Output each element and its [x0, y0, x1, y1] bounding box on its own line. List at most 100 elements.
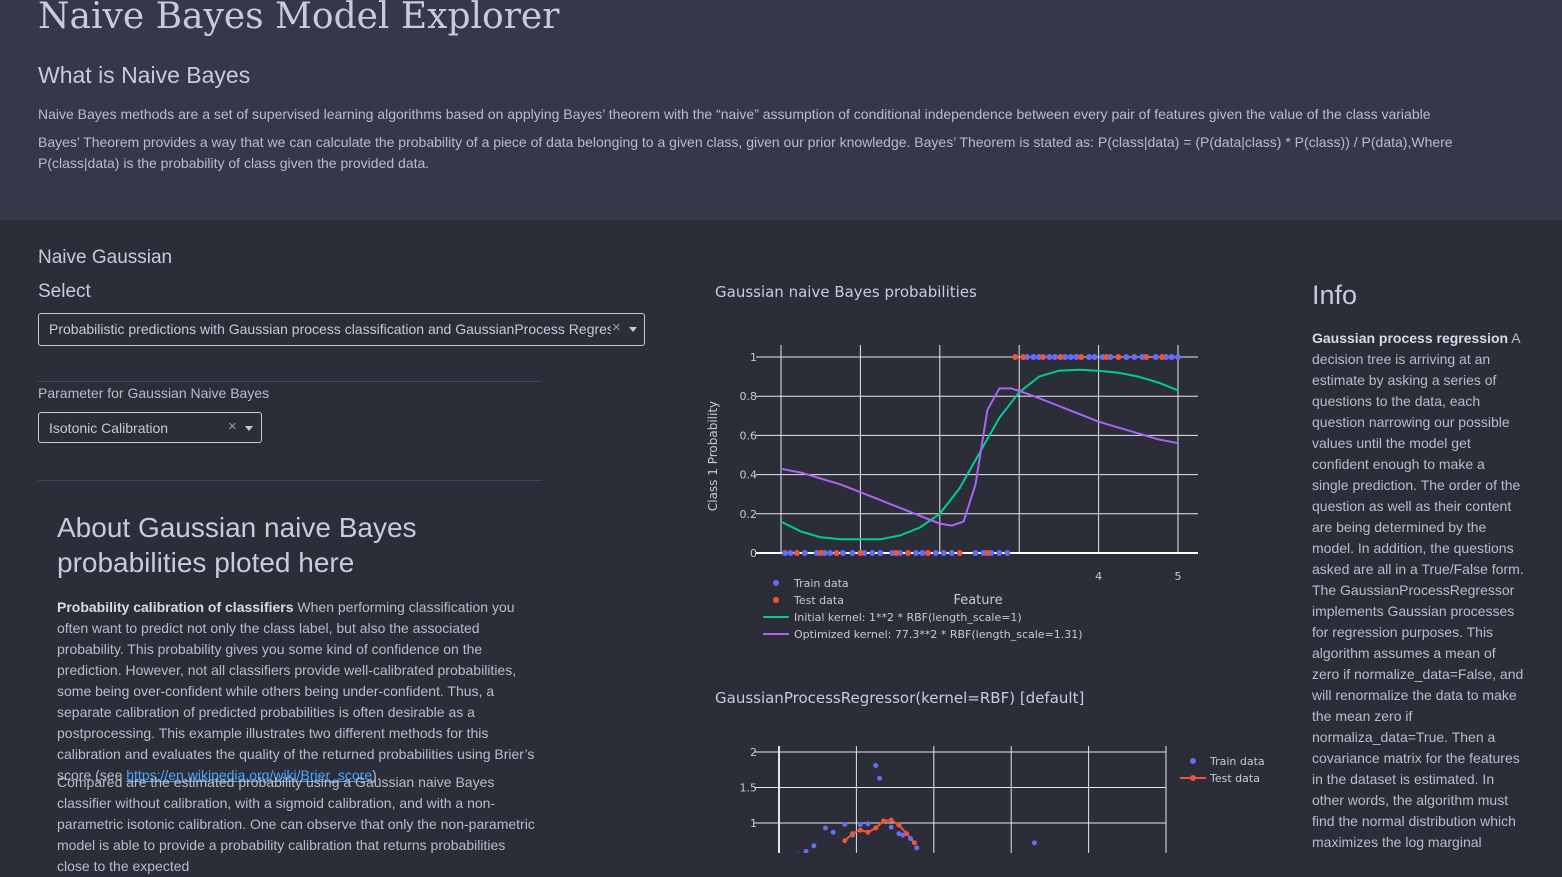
- legend-swatch: [1190, 758, 1196, 764]
- data-point: [1031, 840, 1037, 846]
- data-point: [1046, 354, 1053, 360]
- model-select-chevron-down-icon[interactable]: [629, 327, 637, 332]
- legend-label: Initial kernel: 1**2 * RBF(length_scale=…: [794, 611, 1022, 624]
- intro-paragraph-1: Naive Bayes methods are a set of supervi…: [38, 106, 1431, 122]
- data-point: [1012, 354, 1019, 360]
- model-select-value: Probabilistic predictions with Gaussian …: [49, 321, 611, 337]
- gp-regressor-chart[interactable]: GaussianProcessRegressor(kernel=RBF) [de…: [700, 684, 1280, 853]
- data-point: [1152, 354, 1159, 360]
- data-point: [1030, 354, 1037, 360]
- intro-paragraph-2: Bayes’ Theorem provides a way that we ca…: [38, 134, 1453, 171]
- y-tick-label: 0.4: [740, 469, 758, 482]
- data-point: [801, 550, 808, 556]
- data-point: [873, 825, 879, 831]
- data-point: [948, 550, 955, 556]
- y-axis-title: Class 1 Probability: [706, 401, 720, 511]
- data-point: [793, 550, 800, 556]
- data-point: [893, 550, 900, 556]
- legend-label: Train data: [1209, 755, 1265, 768]
- data-point: [869, 550, 876, 556]
- x-tick-label: 4: [1095, 570, 1102, 583]
- about-bold-term: Probability calibration of classifiers: [57, 599, 294, 615]
- data-point: [908, 836, 914, 842]
- data-point: [1051, 354, 1058, 360]
- info-body: A decision tree is arriving at an estima…: [1312, 330, 1524, 850]
- data-point: [1073, 354, 1080, 360]
- data-point: [849, 550, 856, 556]
- data-point: [1103, 354, 1110, 360]
- brier-score-link[interactable]: https://en.wikipedia.org/wiki/Brier_scor…: [126, 767, 373, 783]
- parameter-select-value: Isotonic Calibration: [49, 420, 169, 436]
- data-point: [787, 550, 794, 556]
- parameter-select-dropdown[interactable]: Isotonic Calibration ×: [38, 412, 262, 443]
- x-axis-title: Feature: [953, 593, 1002, 608]
- y-tick-label: 0.6: [740, 429, 758, 442]
- about-title: About Gaussian naive Bayes probabilities…: [57, 512, 417, 578]
- data-point: [1062, 354, 1069, 360]
- about-paragraph-1: Probability calibration of classifiers W…: [57, 597, 539, 786]
- chart-title: GaussianProcessRegressor(kernel=RBF) [de…: [715, 689, 1084, 707]
- data-point: [1131, 354, 1138, 360]
- data-point: [904, 831, 910, 837]
- legend-label: Train data: [793, 577, 849, 590]
- series-line: [780, 368, 1179, 541]
- y-tick-label: 1: [750, 817, 757, 830]
- divider: [38, 480, 542, 481]
- legend-label: Optimized kernel: 77.3**2 * RBF(length_s…: [794, 628, 1083, 641]
- data-point: [1123, 354, 1130, 360]
- data-point: [912, 550, 919, 556]
- info-bold-term: Gaussian process regression: [1312, 330, 1509, 346]
- data-point: [827, 550, 834, 556]
- data-point: [905, 550, 912, 556]
- intro-header: Naive Bayes Model Explorer What is Naive…: [0, 0, 1562, 220]
- y-tick-label: 2: [750, 746, 757, 759]
- data-point: [896, 831, 902, 837]
- data-point: [833, 550, 840, 556]
- parameter-label: Parameter for Gaussian Naive Bayes: [38, 385, 270, 401]
- select-label: Select: [38, 281, 91, 302]
- intro-heading: What is Naive Bayes: [38, 62, 251, 88]
- data-point: [888, 824, 894, 830]
- parameter-select-clear-icon[interactable]: ×: [228, 418, 237, 435]
- data-point: [857, 827, 863, 833]
- data-point: [1086, 354, 1093, 360]
- series-line: [844, 819, 916, 844]
- data-point: [1175, 354, 1181, 360]
- legend-swatch: [773, 580, 779, 586]
- data-point: [896, 822, 902, 828]
- data-point: [1159, 354, 1166, 360]
- data-point: [803, 848, 809, 853]
- data-point: [1143, 354, 1150, 360]
- data-point: [877, 550, 884, 556]
- data-point: [911, 840, 917, 846]
- y-tick-label: 1: [750, 351, 757, 364]
- data-point: [972, 550, 979, 556]
- y-tick-label: 0.2: [740, 508, 758, 521]
- data-point: [842, 838, 848, 844]
- data-point: [857, 550, 864, 556]
- data-point: [817, 550, 824, 556]
- parameter-select-chevron-down-icon[interactable]: [245, 426, 253, 431]
- data-point: [1078, 354, 1085, 360]
- model-select-clear-icon[interactable]: ×: [612, 319, 621, 336]
- data-point: [850, 831, 856, 837]
- data-point: [956, 550, 963, 556]
- data-point: [924, 550, 931, 556]
- legend-label: Test data: [793, 594, 844, 607]
- data-point: [865, 829, 871, 835]
- legend-swatch: [773, 597, 779, 603]
- data-point: [984, 550, 991, 556]
- data-point: [900, 832, 906, 838]
- legend-swatch: [1190, 775, 1196, 781]
- y-tick-label: 0.8: [740, 390, 758, 403]
- y-tick-label: 1.5: [740, 782, 758, 795]
- data-point: [839, 550, 846, 556]
- data-point: [880, 818, 886, 824]
- probabilities-chart[interactable]: Gaussian naive Bayes probabilities 0 0.2 0…: [700, 278, 1260, 648]
- about-paragraph-1-end: ).: [372, 767, 381, 783]
- model-select-dropdown[interactable]: Probabilistic predictions with Gaussian …: [38, 313, 645, 346]
- y-tick-label: 0: [750, 547, 757, 560]
- data-point: [865, 821, 871, 827]
- data-point: [877, 775, 883, 781]
- data-point: [1067, 354, 1074, 360]
